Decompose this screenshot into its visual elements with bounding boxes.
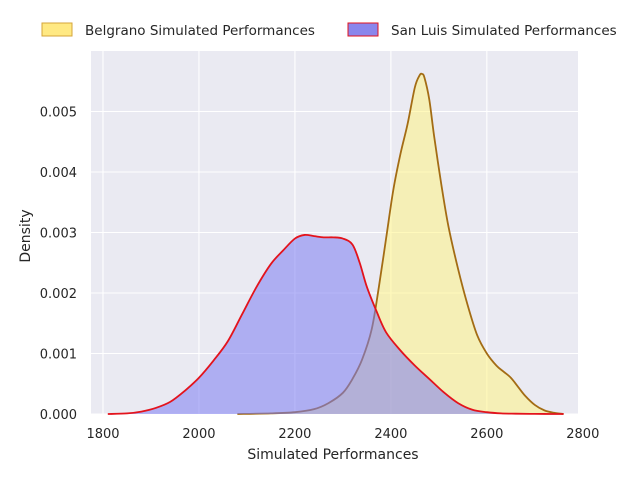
density-line-san-luis: [107, 233, 564, 415]
y-tick-label: 0.005: [40, 106, 77, 121]
x-tick-label: 1800: [86, 427, 119, 442]
density-area-belgrano: [237, 73, 564, 414]
grid-lines: [91, 51, 584, 415]
x-tick-label: 2400: [374, 427, 407, 442]
y-tick-label: 0.000: [40, 408, 77, 423]
legend-label-san-luis: San Luis Simulated Performances: [391, 23, 617, 39]
y-axis-label: Density: [18, 209, 34, 262]
x-axis-label: Simulated Performances: [247, 447, 418, 463]
y-axis-ticks: 0.000 0.001 0.002 0.003 0.004 0.005: [40, 106, 77, 424]
y-tick-label: 0.002: [40, 287, 77, 302]
x-tick-label: 2200: [278, 427, 311, 442]
y-tick-label: 0.003: [40, 227, 77, 242]
x-tick-label: 2000: [182, 427, 215, 442]
y-tick-label: 0.001: [40, 348, 77, 363]
legend: Belgrano Simulated Performances San Luis…: [41, 22, 617, 39]
legend-swatch-belgrano: [41, 22, 73, 37]
y-tick-label: 0.004: [40, 166, 77, 181]
x-tick-label: 2800: [566, 427, 599, 442]
x-axis-ticks: 1800 2000 2200 2400 2600 2800: [86, 427, 599, 442]
legend-swatch-san-luis: [347, 22, 379, 37]
density-curves: [107, 72, 564, 415]
legend-label-belgrano: Belgrano Simulated Performances: [85, 23, 315, 39]
density-area-san-luis: [107, 234, 564, 414]
x-tick-label: 2600: [470, 427, 503, 442]
